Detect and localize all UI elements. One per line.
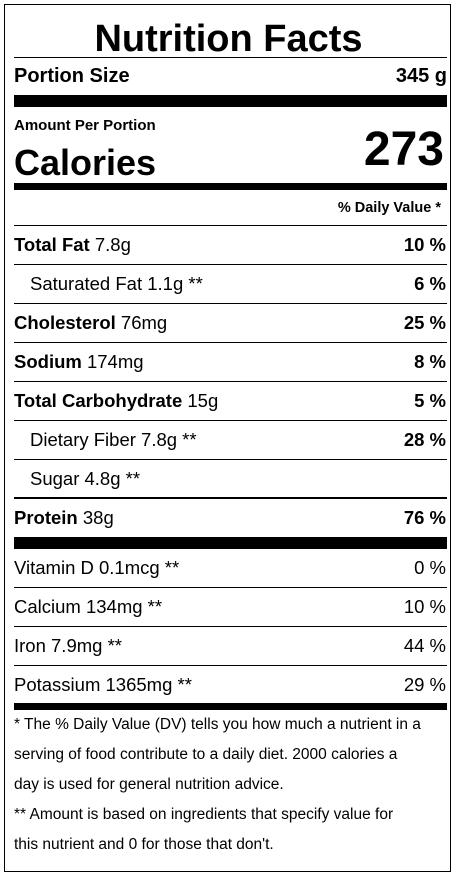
divider: [14, 587, 447, 588]
thick-divider: [14, 537, 447, 549]
nutrient-row-saturated-fat: Saturated Fat 1.1g ** 6 %: [14, 266, 447, 302]
nutrient-dv: 0 %: [414, 557, 446, 578]
nutrition-label: Nutrition Facts Portion Size 345 g Amoun…: [4, 4, 451, 872]
nutrient-row-vitamin-d: Vitamin D 0.1mcg ** 0 %: [14, 550, 447, 586]
nutrient-name: Potassium 1365mg **: [14, 674, 192, 695]
daily-value-header: % Daily Value *: [337, 200, 441, 216]
nutrient-amount: 174mg: [81, 351, 144, 372]
nutrient-row-cholesterol: Cholesterol 76mg 25 %: [14, 305, 447, 341]
nutrient-row-calcium: Calcium 134mg ** 10 %: [14, 589, 447, 625]
divider: [14, 497, 447, 499]
footnote-line: * The % Daily Value (DV) tells you how m…: [14, 716, 421, 733]
amount-per-portion: Amount Per Portion: [14, 117, 156, 134]
nutrient-name: Sodium: [14, 351, 82, 372]
divider: [14, 665, 447, 666]
portion-size-value: 345 g: [395, 64, 447, 87]
divider: [14, 381, 447, 382]
divider: [14, 264, 447, 265]
portion-size-row: Portion Size 345 g: [14, 61, 447, 91]
nutrient-name: Dietary Fiber 7.8g **: [30, 429, 197, 450]
nutrient-amount: 76mg: [115, 312, 168, 333]
nutrient-name: Vitamin D 0.1mcg **: [14, 557, 180, 578]
divider: [14, 342, 447, 343]
nutrient-amount: 7.8g: [89, 234, 131, 255]
label-title: Nutrition Facts: [94, 18, 363, 60]
footnote-line: ** Amount is based on ingredients that s…: [14, 806, 394, 823]
nutrient-dv: 10 %: [403, 596, 446, 617]
portion-size-label: Portion Size: [14, 64, 130, 87]
nutrient-dv: 5 %: [414, 390, 446, 411]
nutrient-row-sodium: Sodium 174mg 8 %: [14, 344, 447, 380]
thick-divider: [14, 95, 447, 107]
nutrient-dv: 28 %: [403, 429, 446, 450]
nutrient-row-protein: Protein 38g 76 %: [14, 500, 447, 536]
divider: [14, 225, 447, 226]
nutrient-name: Total Fat: [14, 234, 90, 255]
calories-label: Calories: [14, 142, 157, 183]
nutrient-row-dietary-fiber: Dietary Fiber 7.8g ** 28 %: [14, 422, 447, 458]
nutrient-dv: 25 %: [403, 312, 446, 333]
footnote-line: serving of food contribute to a daily di…: [14, 746, 398, 763]
footnotes: * The % Daily Value (DV) tells you how m…: [14, 710, 447, 860]
footnote-line: this nutrient and 0 for those that don't…: [14, 836, 274, 853]
divider: [14, 57, 447, 58]
divider: [14, 303, 447, 304]
nutrient-dv: 29 %: [403, 674, 446, 695]
nutrient-name: Saturated Fat 1.1g **: [30, 273, 203, 294]
nutrient-name: Cholesterol: [14, 312, 116, 333]
calories-value: 273: [363, 123, 444, 176]
nutrient-dv: 44 %: [403, 635, 446, 656]
nutrient-dv: 8 %: [414, 351, 446, 372]
nutrient-name: Calcium 134mg **: [14, 596, 163, 617]
nutrient-row-total-fat: Total Fat 7.8g 10 %: [14, 227, 447, 263]
nutrient-name: Total Carbohydrate: [14, 390, 183, 411]
nutrient-amount: 38g: [77, 507, 114, 528]
medium-divider: [14, 183, 447, 190]
nutrient-dv: 10 %: [403, 234, 446, 255]
nutrient-name: Sugar 4.8g **: [30, 468, 141, 489]
medium-divider: [14, 703, 447, 710]
footnote-line: day is used for general nutrition advice…: [14, 776, 284, 793]
divider: [14, 420, 447, 421]
nutrient-row-sugar: Sugar 4.8g **: [14, 461, 447, 497]
nutrient-row-total-carbohydrate: Total Carbohydrate 15g 5 %: [14, 383, 447, 419]
nutrient-dv: 76 %: [403, 507, 446, 528]
nutrient-dv: 6 %: [414, 273, 446, 294]
nutrient-name: Protein: [14, 507, 78, 528]
divider: [14, 626, 447, 627]
nutrient-amount: 15g: [182, 390, 219, 411]
nutrient-name: Iron 7.9mg **: [14, 635, 122, 656]
divider: [14, 459, 447, 460]
nutrient-row-iron: Iron 7.9mg ** 44 %: [14, 628, 447, 664]
nutrient-row-potassium: Potassium 1365mg ** 29 %: [14, 667, 447, 703]
